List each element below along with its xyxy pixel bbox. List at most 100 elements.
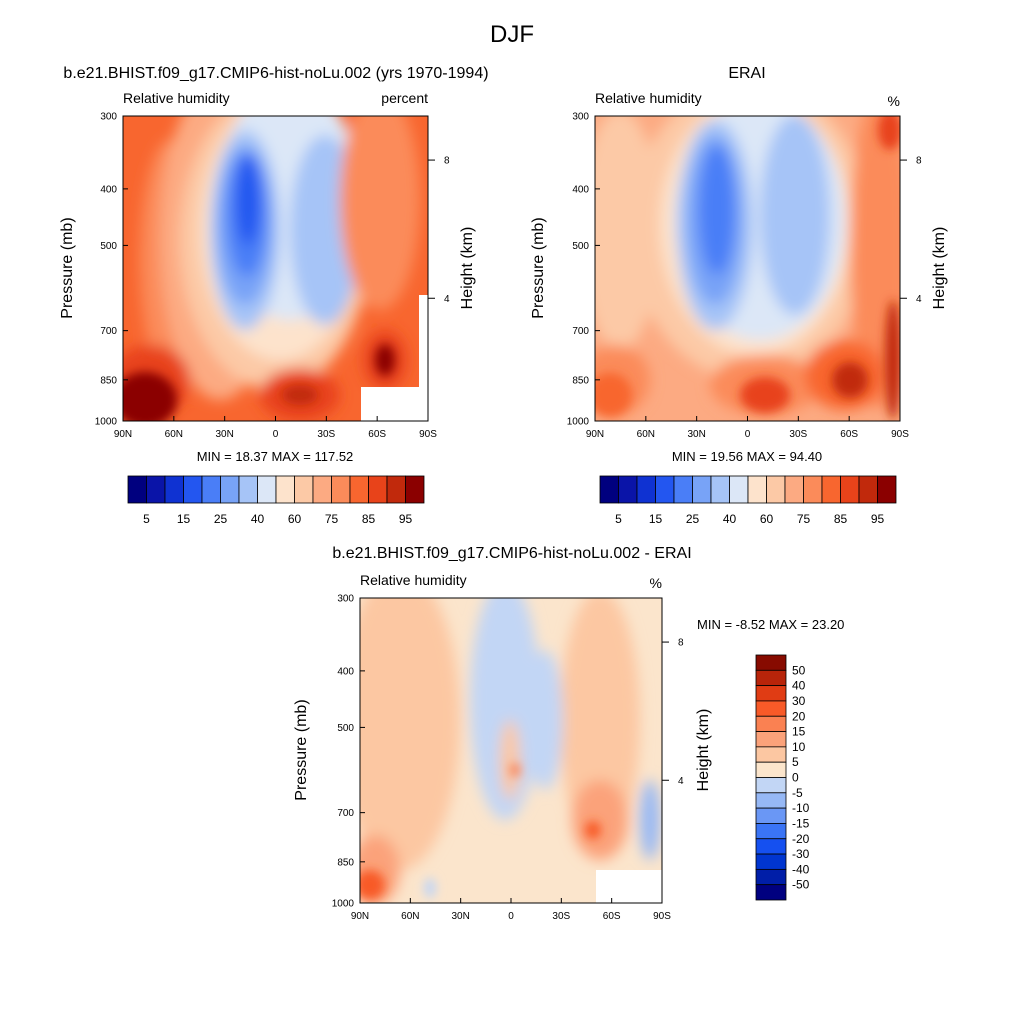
panel-model-y2-tick-label: 8	[444, 156, 450, 167]
panel-diff-y-tick-label: 700	[337, 808, 354, 819]
panel-diff-x-tick-label: 90S	[653, 911, 671, 922]
panel-model-colorbar-label: 75	[325, 512, 339, 526]
panel-diff-colorbar-swatch	[755, 777, 787, 794]
panel-obs-x-tick-label: 60N	[637, 429, 655, 440]
panel-obs-colorbar-label: 85	[834, 512, 848, 526]
panel-model-missing-data	[361, 387, 421, 421]
panel-diff-colorbar-swatch	[755, 884, 787, 901]
panel-diff-colorbar-label: -40	[792, 862, 810, 876]
panel-model-y-tick-label: 500	[100, 241, 117, 252]
panel-obs-colorbar-label: 95	[871, 512, 885, 526]
panel-model-colorbar-swatch	[201, 475, 221, 504]
panel-diff-x-tick-label: 60N	[401, 911, 419, 922]
panel-diff-title: b.e21.BHIST.f09_g17.CMIP6-hist-noLu.002 …	[332, 545, 691, 562]
panel-obs-x-tick-label: 30N	[687, 429, 705, 440]
panel-diff-colorbar-label: -20	[792, 832, 810, 846]
panel-obs-x-tick-label: 60S	[840, 429, 858, 440]
panel-model-y-tick-label: 850	[100, 375, 117, 386]
panel-diff-variable-label: Relative humidity	[360, 572, 467, 588]
panel-obs-colorbar-swatch	[840, 475, 860, 504]
panel-obs-colorbar-swatch	[803, 475, 823, 504]
panel-diff-colorbar-swatch	[755, 669, 787, 687]
panel-diff-x-tick-label: 0	[508, 911, 514, 922]
panel-obs-colorbar-label: 15	[649, 512, 663, 526]
panel-obs-y-axis-label: Pressure (mb)	[530, 217, 547, 318]
panel-model-colorbar-label: 25	[214, 512, 228, 526]
panel-obs: ERAI Relative humidity %	[530, 65, 948, 464]
panel-model-x-tick-label: 0	[273, 429, 279, 440]
panel-diff-colorbar-swatch	[755, 761, 787, 778]
panel-obs-y-tick-label: 700	[572, 326, 589, 337]
panel-diff-colorbar-swatch	[755, 823, 787, 840]
panel-model-x-tick-label: 90N	[114, 429, 132, 440]
panel-obs-colorbar-label: 75	[797, 512, 811, 526]
panel-model-x-tick-label: 30N	[215, 429, 233, 440]
panel-model-y2-tick-label: 4	[444, 294, 450, 305]
panel-diff-x-tick-label: 30N	[451, 911, 469, 922]
panel-diff-x-tick-label: 30S	[552, 911, 570, 922]
panel-model-colorbar-swatch	[257, 475, 277, 504]
panel-obs-variable-label: Relative humidity	[595, 90, 702, 106]
panel-obs-colorbar-swatch	[784, 475, 804, 504]
panel-diff-minmax: MIN = -8.52 MAX = 23.20	[697, 617, 844, 632]
panel-obs-colorbar-label: 5	[615, 512, 622, 526]
panel-model-colorbar-swatch	[275, 475, 295, 504]
panel-model-colorbar-swatch	[331, 475, 351, 504]
panel-obs-x-tick-label: 30S	[789, 429, 807, 440]
panel-model-y-tick-label: 300	[100, 112, 117, 123]
panel-obs-x-tick-label: 90N	[586, 429, 604, 440]
panel-model-colorbar-swatch	[183, 475, 203, 504]
panel-diff-colorbar-label: -5	[792, 786, 803, 800]
panel-diff-y-tick-label: 500	[337, 723, 354, 734]
panel-model-variable-label: Relative humidity	[123, 90, 230, 106]
panel-diff-missing-data	[596, 870, 662, 903]
panel-diff-colorbar-label: 10	[792, 740, 806, 754]
panel-obs-title: ERAI	[728, 65, 765, 82]
panel-diff-y2-axis-label: Height (km)	[695, 709, 712, 792]
panel-obs-y-tick-label: 1000	[567, 417, 590, 428]
panel-diff-colorbar-label: 40	[792, 679, 806, 693]
panel-model-colorbar-swatch	[386, 475, 406, 504]
panel-diff-y-axis-label: Pressure (mb)	[293, 699, 310, 800]
panel-obs-colorbar-swatch	[655, 475, 675, 504]
panel-diff-x-tick-label: 60S	[603, 911, 621, 922]
panel-obs-contour-field	[595, 116, 900, 421]
panel-model-colorbar-swatch	[146, 475, 166, 504]
panel-model-y-tick-label: 400	[100, 184, 117, 195]
panel-model-contour-field	[123, 116, 428, 421]
axes-and-colorbars: 90N 60N 30N 0 30S 60S 90S300400500700850100084…	[95, 112, 922, 923]
panel-model-units-label: percent	[381, 90, 428, 106]
panel-diff-colorbar-label: 15	[792, 725, 806, 739]
panel-model-colorbar-label: 95	[399, 512, 413, 526]
panel-obs-units-label: %	[888, 93, 900, 109]
panel-diff-y2-tick-label: 4	[678, 776, 684, 787]
panel-model: b.e21.BHIST.f09_g17.CMIP6-hist-noLu.002 …	[59, 65, 489, 464]
panel-obs-colorbar-swatch	[710, 475, 730, 504]
panel-obs-colorbar-swatch	[692, 475, 712, 504]
panel-model-colorbar-swatch	[368, 475, 388, 504]
panel-obs-y2-axis-label: Height (km)	[931, 227, 948, 310]
panel-diff-colorbar-label: -10	[792, 801, 810, 815]
panel-obs-y2-tick-label: 8	[916, 156, 922, 167]
figure-title: DJF	[490, 21, 534, 48]
panel-diff-x-tick-label: 90N	[351, 911, 369, 922]
panel-diff-y-tick-label: 1000	[332, 899, 355, 910]
panel-diff-colorbar-label: -30	[792, 847, 810, 861]
panel-model-x-tick-label: 60N	[165, 429, 183, 440]
panel-diff-colorbar-swatch	[755, 792, 787, 809]
panel-model-colorbar-swatch	[127, 475, 147, 504]
panel-obs-x-tick-label: 90S	[891, 429, 909, 440]
panel-model-colorbar-label: 85	[362, 512, 376, 526]
panel-obs-colorbar-swatch	[673, 475, 693, 504]
panel-obs-colorbar-label: 40	[723, 512, 737, 526]
panel-diff-contour-field	[360, 598, 662, 903]
panel-model-colorbar-swatch	[164, 475, 184, 504]
panel-model-x-tick-label: 90S	[419, 429, 437, 440]
panel-diff-colorbar-swatch	[755, 838, 787, 855]
panel-obs-colorbar-swatch	[636, 475, 656, 504]
panel-diff-colorbar-swatch	[755, 700, 787, 717]
panel-diff-colorbar-label: 0	[792, 771, 799, 785]
panel-diff-colorbar-label: 50	[792, 663, 806, 677]
panel-diff-colorbar-swatch	[755, 853, 787, 870]
